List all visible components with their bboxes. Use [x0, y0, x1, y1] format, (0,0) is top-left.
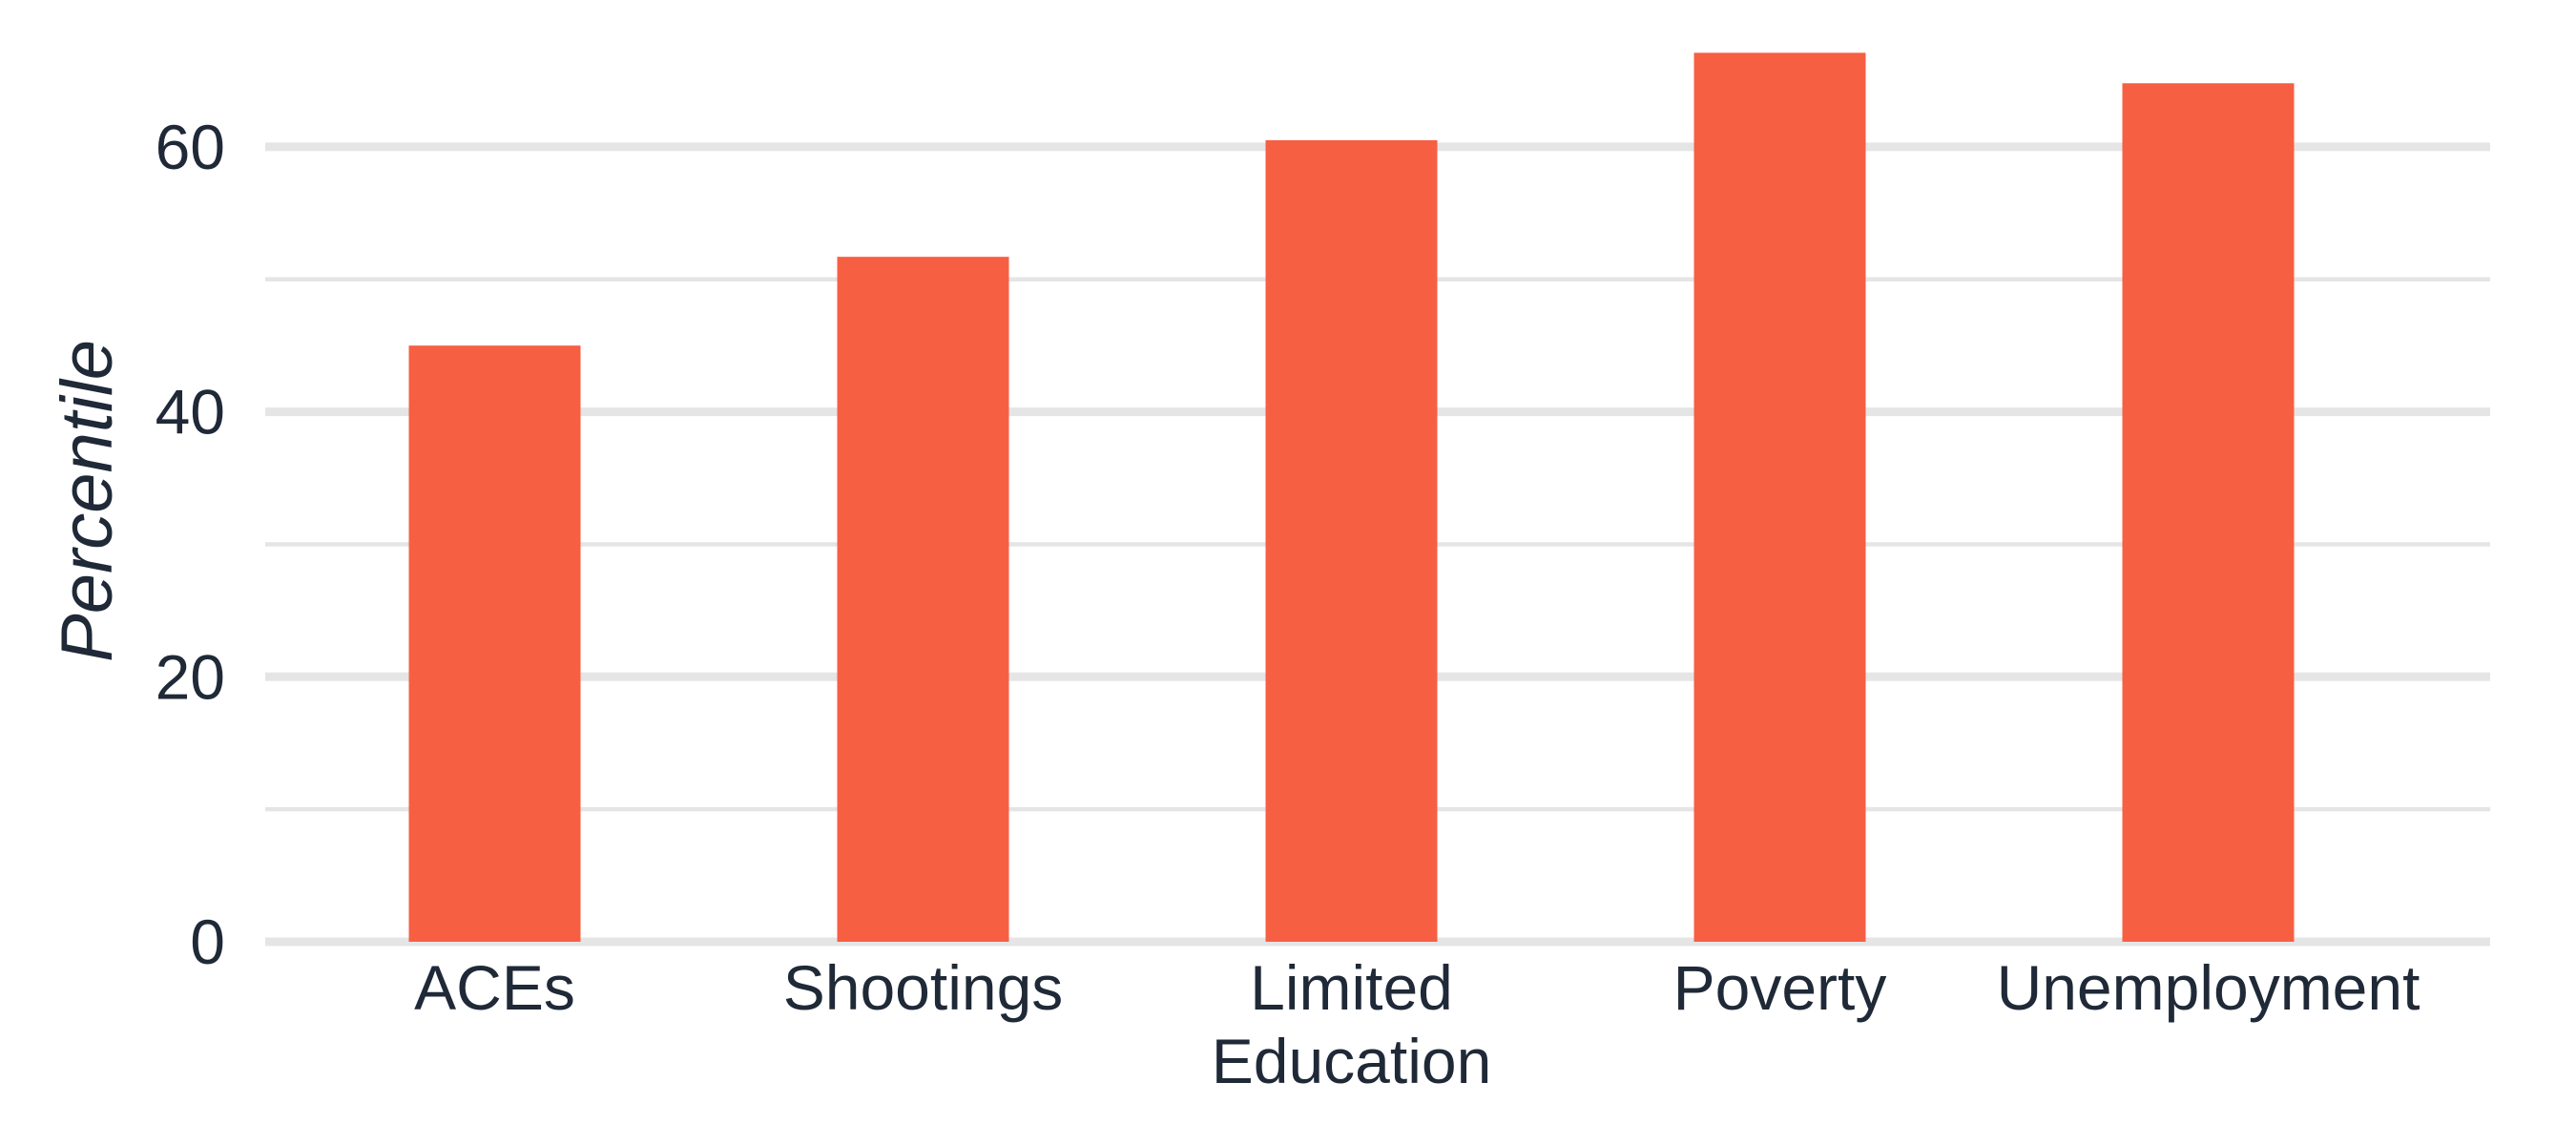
x-tick-label: Limited Education: [1212, 952, 1492, 1096]
y-tick-label: 20: [156, 641, 225, 712]
x-tick-label: ACEs: [414, 952, 575, 1023]
x-tick-label: Poverty: [1673, 952, 1887, 1023]
bar: [2122, 83, 2295, 942]
x-tick-label: Unemployment: [1997, 952, 2420, 1023]
bar: [1693, 52, 1866, 942]
x-tick-labels: ACEs Shootings Limited Education Poverty Unem…: [414, 952, 2420, 1096]
y-axis-title: Percentile: [47, 340, 128, 662]
x-tick-label: Shootings: [783, 952, 1064, 1023]
y-tick-label: 0: [190, 906, 225, 977]
y-tick-label: 60: [156, 112, 225, 182]
bar: [1265, 139, 1438, 942]
bars: [408, 52, 2295, 942]
bar: [837, 257, 1009, 942]
bar: [408, 345, 581, 942]
y-tick-label: 40: [156, 377, 225, 448]
y-tick-labels: 0 20 40 60: [156, 112, 225, 977]
